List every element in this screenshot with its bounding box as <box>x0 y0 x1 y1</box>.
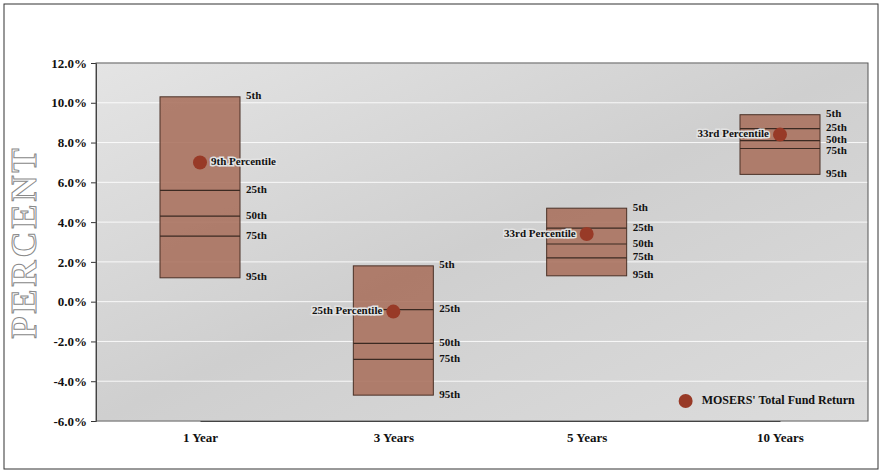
percentile-box <box>353 266 433 395</box>
y-tick-label: -2.0% <box>53 334 87 349</box>
y-tick: 12.0% <box>51 56 96 71</box>
y-tick-label: 12.0% <box>51 56 87 71</box>
y-tick-mark <box>91 262 96 263</box>
y-tick-mark <box>91 341 96 342</box>
y-tick-mark <box>91 302 96 303</box>
legend: MOSERS' Total Fund Return <box>679 393 855 408</box>
percentile-line <box>740 148 820 149</box>
fund-return-label: 33rd Percentile <box>504 227 576 239</box>
percentile-label: 75th <box>439 352 460 364</box>
x-tick-label: 10 Years <box>757 430 804 445</box>
fund-return-label: 25th Percentile <box>312 304 382 316</box>
x-tick: 3 Years <box>374 430 414 445</box>
x-tick-label: 5 Years <box>567 430 607 445</box>
y-tick: 10.0% <box>51 95 96 110</box>
marks <box>160 97 820 395</box>
percentile-box <box>547 208 627 276</box>
chart: PERCENT -6.0% -4.0% -2.0% 0.0% 2.0% 4.0% 6.0% 8.… <box>0 0 882 473</box>
y-tick: 2.0% <box>58 255 96 270</box>
grid-line <box>96 301 868 302</box>
percentile-label: 50th <box>439 336 460 348</box>
percentile-label: 95th <box>633 268 654 280</box>
percentile-label: 95th <box>439 388 460 400</box>
percentile-line <box>547 257 627 258</box>
y-tick: 0.0% <box>58 294 96 309</box>
percentile-label: 95th <box>246 270 267 282</box>
percentile-label: 50th <box>246 209 267 221</box>
percentile-box <box>160 97 240 278</box>
percentile-label: 5th <box>633 201 648 213</box>
percentile-label: 5th <box>826 107 841 119</box>
percentile-line <box>160 235 240 236</box>
x-tick: 1 Year <box>183 430 218 445</box>
y-tick: -6.0% <box>53 414 96 429</box>
y-axis: -6.0% -4.0% -2.0% 0.0% 2.0% 4.0% 6.0% 8.0% 10.0%… <box>51 56 96 429</box>
y-tick-mark <box>91 103 96 104</box>
x-tick-label: 3 Years <box>374 430 414 445</box>
y-tick-mark <box>91 421 96 422</box>
fund-return-label: 9th Percentile <box>211 155 276 167</box>
percentile-line <box>547 243 627 244</box>
y-tick-mark <box>91 63 96 64</box>
y-tick: -2.0% <box>53 334 96 349</box>
grid-line <box>96 341 868 342</box>
y-tick-label: -4.0% <box>53 374 87 389</box>
percentile-label: 75th <box>246 229 267 241</box>
percentile-label: 95th <box>826 167 847 179</box>
y-tick-mark <box>91 182 96 183</box>
y-tick: 6.0% <box>58 175 96 190</box>
percentile-label: 25th <box>633 221 654 233</box>
percentile-label: 75th <box>633 250 654 262</box>
percentile-label: 25th <box>439 302 460 314</box>
fund-return-dot <box>580 227 594 241</box>
x-tick: 10 Years <box>757 430 804 445</box>
percentile-label: 5th <box>246 89 261 101</box>
y-tick-label: 4.0% <box>58 215 87 230</box>
y-tick-label: 10.0% <box>51 95 87 110</box>
y-tick-mark <box>91 381 96 382</box>
percentile-label: 25th <box>246 183 267 195</box>
x-tick: 5 Years <box>567 430 607 445</box>
y-tick-label: 0.0% <box>58 294 87 309</box>
fund-return-dot <box>386 305 400 319</box>
y-tick-label: 6.0% <box>58 175 87 190</box>
y-tick: 8.0% <box>58 135 96 150</box>
percentile-line <box>160 216 240 217</box>
fund-return-label: 33rd Percentile <box>697 127 769 139</box>
percentile-line <box>353 343 433 344</box>
fund-return-dot <box>773 128 787 142</box>
outer-frame <box>4 4 878 469</box>
legend-marker <box>679 394 693 408</box>
percentile-label: 5th <box>439 258 454 270</box>
labels: 5th25th50th75th95th9th Percentile5th25th… <box>211 89 847 399</box>
plot-frame <box>96 63 868 421</box>
y-tick-label: 2.0% <box>58 255 87 270</box>
x-tick-label: 1 Year <box>183 430 218 445</box>
x-axis: 1 Year 3 Years 5 Years 10 Years <box>183 422 804 446</box>
y-axis-title: PERCENT <box>4 145 44 338</box>
percentile-label: 25th <box>826 121 847 133</box>
percentile-line <box>160 190 240 191</box>
percentile-label: 50th <box>633 237 654 249</box>
y-tick: -4.0% <box>53 374 96 389</box>
percentile-box <box>740 115 820 175</box>
y-tick-label: -6.0% <box>53 414 87 429</box>
percentile-label: 75th <box>826 144 847 156</box>
grid-line <box>96 381 868 382</box>
fund-return-dot <box>193 155 207 169</box>
percentile-line <box>353 359 433 360</box>
y-tick: 4.0% <box>58 215 96 230</box>
y-tick-mark <box>91 222 96 223</box>
grid <box>96 63 868 421</box>
legend-label: MOSERS' Total Fund Return <box>702 393 855 407</box>
y-tick-mark <box>91 143 96 144</box>
plot-background <box>96 63 868 421</box>
y-tick-label: 8.0% <box>58 135 87 150</box>
